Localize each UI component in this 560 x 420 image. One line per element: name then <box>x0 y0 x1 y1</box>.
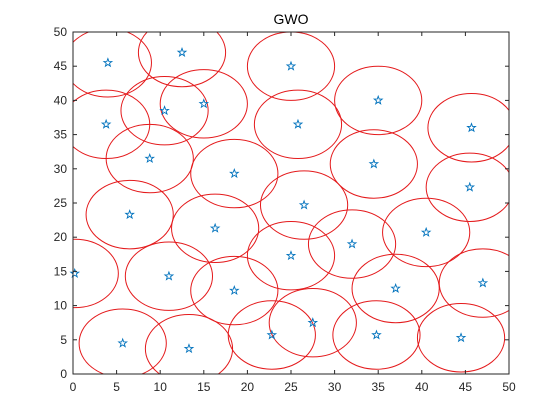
coverage-circle <box>382 197 471 268</box>
coverage-circle <box>190 138 279 209</box>
coverage-circle <box>227 300 316 370</box>
sensor-star-marker <box>466 122 477 133</box>
sensor-star-marker <box>102 57 114 68</box>
y-tick-label: 30 <box>54 162 68 176</box>
sensor-star-marker <box>285 250 297 261</box>
coverage-circle <box>329 129 418 199</box>
coverage-circle <box>171 193 260 264</box>
y-tick-label: 45 <box>54 59 68 73</box>
y-tick-label: 20 <box>54 230 68 244</box>
sensor-star-marker <box>69 267 81 278</box>
coverage-circle <box>105 123 194 194</box>
sensor-star-marker <box>292 118 304 129</box>
y-tick-label: 50 <box>54 25 68 39</box>
coverage-circle <box>137 32 227 88</box>
coverage-circle <box>159 69 248 139</box>
x-tick-label: 40 <box>415 380 429 394</box>
sensor-star-marker <box>100 118 112 129</box>
sensor-star-marker <box>183 343 195 354</box>
sensor-star-marker <box>372 94 384 105</box>
coverage-circle <box>246 32 336 101</box>
sensor-star-marker <box>144 152 156 164</box>
x-tick-label: 0 <box>70 380 77 394</box>
y-tick-label: 15 <box>54 264 68 278</box>
coverage-circle <box>144 314 234 374</box>
sensor-star-marker <box>390 282 401 293</box>
plot-area <box>73 32 509 374</box>
x-tick-label: 30 <box>328 380 342 394</box>
sensor-star-marker <box>198 98 210 109</box>
coverage-circle <box>73 32 152 98</box>
chart-title: GWO <box>274 11 309 27</box>
sensor-star-marker <box>455 332 467 343</box>
sensor-star-marker <box>420 226 432 237</box>
coverage-circle <box>190 255 279 326</box>
x-tick-label: 25 <box>284 380 298 394</box>
sensor-markers <box>69 46 489 354</box>
coverage-circle <box>334 65 423 136</box>
sensor-star-marker <box>285 60 297 71</box>
sensor-star-marker <box>368 158 380 169</box>
sensor-star-marker <box>266 329 278 340</box>
sensor-star-marker <box>229 168 240 179</box>
sensor-star-marker <box>346 238 358 249</box>
sensor-star-marker <box>209 222 221 233</box>
sensor-star-marker <box>307 317 319 328</box>
y-tick-label: 25 <box>54 196 68 210</box>
y-axis: 0 5 10 15 20 25 30 35 40 45 50 <box>54 25 509 381</box>
coverage-circle <box>120 75 209 146</box>
coverage-circle <box>307 209 397 279</box>
x-tick-label: 45 <box>459 380 473 394</box>
coverage-circle <box>438 248 509 318</box>
coverage-circle <box>425 152 509 222</box>
x-tick-label: 5 <box>113 380 120 394</box>
y-tick-label: 5 <box>60 333 67 347</box>
sensor-star-marker <box>163 270 175 281</box>
sensor-star-marker <box>176 46 188 58</box>
coverage-circle <box>85 179 174 250</box>
coverage-circle <box>78 308 167 374</box>
x-tick-label: 10 <box>154 380 168 394</box>
coverage-circle <box>73 238 119 309</box>
coverage-circle <box>427 93 509 163</box>
sensor-star-marker <box>477 277 489 288</box>
sensor-star-marker <box>117 337 128 348</box>
x-axis: 0 5 10 15 20 25 30 35 40 45 50 <box>70 32 516 394</box>
coverage-circle <box>253 89 343 160</box>
y-tick-label: 10 <box>54 299 68 313</box>
sensor-star-marker <box>298 199 310 210</box>
y-tick-label: 35 <box>54 128 68 142</box>
sensor-star-marker <box>124 209 135 220</box>
coverage-circle <box>259 170 349 240</box>
y-tick-label: 40 <box>54 93 68 107</box>
x-tick-label: 15 <box>197 380 211 394</box>
x-tick-label: 20 <box>241 380 255 394</box>
sensor-star-marker <box>371 329 382 340</box>
coverage-circle <box>124 241 214 311</box>
x-tick-label: 50 <box>502 380 516 394</box>
coverage-circle <box>416 303 506 373</box>
sensor-star-marker <box>159 105 170 116</box>
coverage-circle <box>332 300 421 370</box>
y-tick-label: 0 <box>60 367 67 381</box>
coverage-circle <box>246 220 336 291</box>
sensor-star-marker <box>464 181 476 192</box>
x-tick-label: 35 <box>372 380 386 394</box>
coverage-circles <box>73 32 509 374</box>
coverage-circle <box>268 288 357 358</box>
sensor-star-marker <box>229 284 240 296</box>
